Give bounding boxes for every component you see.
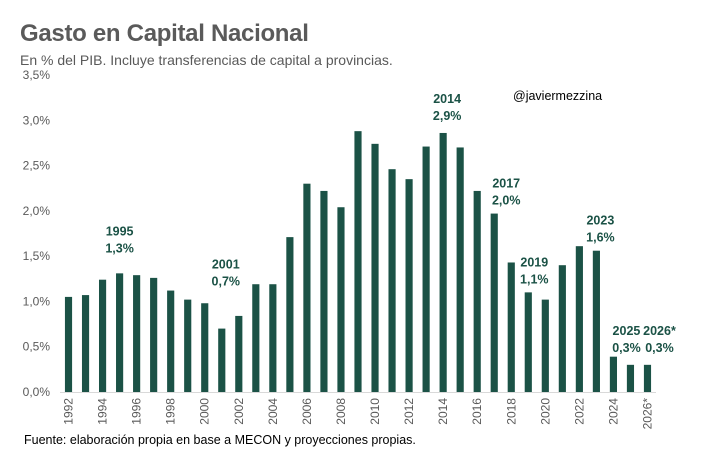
y-tick-label: 3,5%	[23, 68, 51, 82]
source-note: Fuente: elaboración propia en base a MEC…	[24, 433, 416, 447]
bar-2010	[371, 143, 379, 392]
x-tick-label: 2022	[572, 398, 586, 425]
bar-1993	[81, 295, 90, 392]
x-tick-label: 2004	[266, 398, 280, 425]
annotation-year: 2023	[586, 214, 614, 228]
bar-2018	[507, 262, 515, 392]
annotation-value: 1,3%	[105, 241, 134, 255]
bar-1998	[167, 290, 175, 392]
bar-2007	[320, 190, 328, 392]
annotation-year: 1995	[106, 224, 134, 238]
x-tick-label: 2008	[334, 398, 348, 425]
bar-1999	[184, 299, 192, 392]
x-tick-label: 2018	[504, 398, 518, 425]
bar-2003	[252, 284, 260, 392]
y-tick-label: 2,5%	[23, 159, 51, 173]
annotation-value: 0,3%	[612, 341, 641, 355]
x-tick-label: 2002	[232, 398, 246, 425]
annotation-value: 0,7%	[212, 275, 241, 289]
bar-2019	[524, 292, 532, 392]
x-tick-label: 2000	[198, 398, 212, 425]
bar-2016	[473, 190, 481, 392]
author-handle: @javiermezzina	[513, 89, 603, 103]
bar-2014	[439, 132, 447, 393]
annotation-year: 2025	[613, 324, 641, 338]
annotation-year: 2017	[492, 177, 520, 191]
bar-2004	[269, 284, 277, 392]
y-tick-label: 1,5%	[23, 249, 51, 263]
bar-2024	[609, 356, 618, 392]
y-tick-label: 0,0%	[23, 385, 51, 399]
annotation-year: 2014	[433, 92, 461, 106]
bars	[64, 131, 652, 393]
bar-2015	[456, 147, 464, 392]
annotation-value: 1,1%	[520, 272, 549, 286]
y-tick-label: 1,0%	[23, 294, 51, 308]
bar-2022	[575, 246, 583, 392]
bar-2008	[337, 207, 345, 392]
x-axis: 1992 1994 1996 1998 2000 2002 2004 2006 2008 2010…	[60, 392, 656, 430]
annotation-year: 2019	[520, 255, 548, 269]
bar-2023	[592, 250, 600, 392]
bar-2011	[388, 169, 396, 392]
x-tick-label: 2016	[470, 398, 484, 425]
bar-2020	[541, 299, 549, 392]
x-tick-label: 1994	[96, 398, 110, 425]
annotations: 1995 1,3% 2001 0,7% 2014 2,9% 2017 2,0% 2019 1,1%…	[105, 92, 676, 355]
bar-2005	[286, 237, 294, 392]
bar-1992	[64, 296, 73, 392]
bar-2025	[626, 364, 635, 392]
bar-1995	[116, 273, 124, 392]
x-tick-label: 2026*	[640, 398, 654, 430]
y-axis: 0,0% 0,5% 1,0% 1,5% 2,0% 2,5% 3,0% 3,5%	[23, 68, 51, 399]
annotation-year: 2001	[212, 258, 240, 272]
x-tick-label: 2020	[538, 398, 552, 425]
bar-1997	[150, 277, 158, 392]
bar-2002	[235, 315, 243, 392]
annotation-year: 2026*	[643, 324, 676, 338]
annotation-value: 2,9%	[433, 109, 462, 123]
annotation-value: 2,0%	[492, 194, 521, 208]
chart-title: Gasto en Capital Nacional	[20, 20, 309, 47]
x-tick-label: 2012	[402, 398, 416, 425]
x-tick-label: 2024	[606, 398, 620, 425]
chart-subtitle: En % del PIB. Incluye transferencias de …	[20, 52, 393, 68]
bar-2009	[354, 131, 362, 392]
x-tick-label: 2006	[300, 398, 314, 425]
x-tick-label: 1992	[62, 398, 76, 425]
y-tick-label: 0,5%	[23, 340, 51, 354]
bar-1996	[133, 275, 141, 392]
bar-2021	[558, 265, 566, 392]
annotation-value: 0,3%	[645, 341, 674, 355]
y-tick-label: 3,0%	[23, 113, 51, 127]
bar-2013	[422, 146, 430, 392]
x-tick-label: 2014	[436, 398, 450, 425]
bar-1994	[98, 279, 107, 392]
y-tick-label: 2,0%	[23, 204, 51, 218]
bar-2017	[490, 213, 498, 392]
x-tick-label: 1998	[164, 398, 178, 425]
bar-2026*	[643, 364, 652, 392]
annotation-value: 1,6%	[586, 231, 615, 245]
x-tick-label: 2010	[368, 398, 382, 425]
bar-2006	[303, 183, 311, 392]
bar-2001	[218, 328, 226, 392]
bar-2000	[201, 303, 209, 392]
bar-2012	[405, 179, 413, 392]
x-tick-label: 1996	[130, 398, 144, 425]
